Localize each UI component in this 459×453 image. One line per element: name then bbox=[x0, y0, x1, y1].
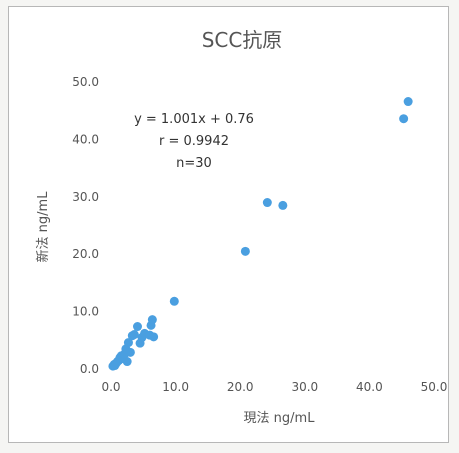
x-tick-label: 50.0 bbox=[421, 380, 448, 394]
x-tick-label: 10.0 bbox=[162, 380, 189, 394]
x-tick-label: 20.0 bbox=[227, 380, 254, 394]
sample-count: n=30 bbox=[176, 156, 212, 171]
scatter-chart: SCC抗原 y = 1.001x + 0.76 r = 0.9942 n=30 … bbox=[35, 28, 448, 426]
y-tick-label: 10.0 bbox=[72, 305, 99, 319]
data-point bbox=[132, 322, 142, 332]
x-tick-label: 30.0 bbox=[291, 380, 318, 394]
chart-frame: SCC抗原 y = 1.001x + 0.76 r = 0.9942 n=30 … bbox=[8, 6, 449, 443]
y-tick-label: 20.0 bbox=[72, 247, 99, 261]
x-axis-label: 現法 ng/mL bbox=[244, 411, 316, 426]
data-point bbox=[123, 338, 133, 348]
correlation-coefficient: r = 0.9942 bbox=[159, 134, 229, 149]
data-point bbox=[149, 332, 159, 342]
x-tick-label: 40.0 bbox=[356, 380, 383, 394]
regression-equation: y = 1.001x + 0.76 bbox=[134, 112, 254, 127]
data-point bbox=[129, 330, 139, 340]
y-tick-label: 40.0 bbox=[72, 132, 99, 146]
y-axis-label: 新法 ng/mL bbox=[35, 191, 51, 263]
data-point bbox=[169, 296, 179, 306]
data-point bbox=[262, 198, 272, 208]
y-tick-label: 30.0 bbox=[72, 190, 99, 204]
y-tick-label: 50.0 bbox=[72, 75, 99, 89]
data-point bbox=[147, 315, 157, 325]
data-point bbox=[399, 114, 409, 124]
y-tick-label: 0.0 bbox=[80, 362, 99, 376]
data-point bbox=[122, 357, 132, 367]
x-tick-label: 0.0 bbox=[101, 380, 120, 394]
data-point bbox=[240, 246, 250, 256]
data-point bbox=[278, 200, 288, 210]
data-point bbox=[403, 97, 413, 107]
data-point bbox=[125, 347, 135, 357]
chart-title: SCC抗原 bbox=[202, 28, 283, 52]
